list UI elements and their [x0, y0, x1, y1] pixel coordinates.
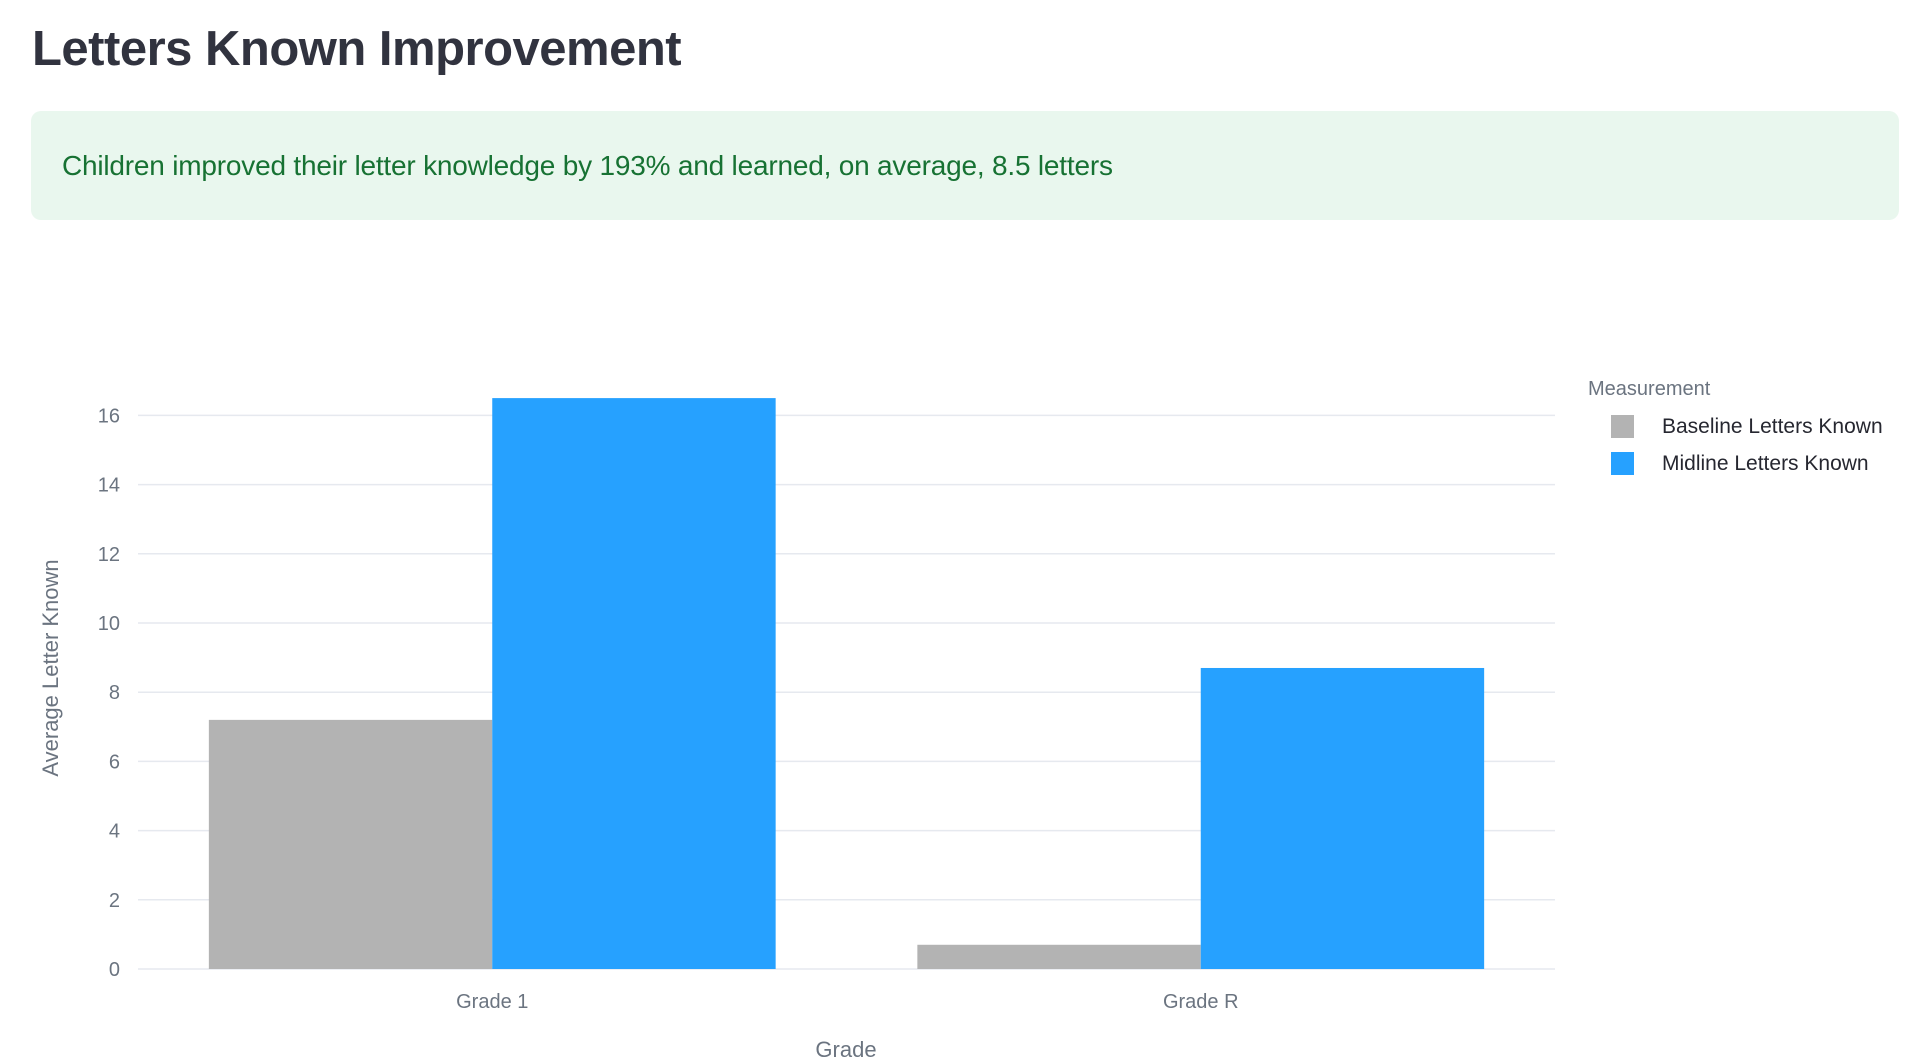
chart-legend: Measurement Baseline Letters Known Midli…: [1588, 376, 1883, 482]
legend-item-midline[interactable]: Midline Letters Known: [1611, 445, 1883, 482]
bar-baseline-letters-known-grade-1[interactable]: [208, 719, 493, 969]
success-alert: Children improved their letter knowledge…: [31, 111, 1899, 220]
x-tick-label: Grade R: [1163, 991, 1239, 1013]
legend-item-baseline[interactable]: Baseline Letters Known: [1611, 408, 1883, 445]
success-message: Children improved their letter knowledge…: [62, 149, 1113, 181]
legend-swatch-midline: [1611, 452, 1634, 475]
y-tick-label: 6: [109, 751, 120, 773]
bar-midline-letters-known-grade-r[interactable]: [1200, 667, 1485, 969]
y-tick-label: 14: [98, 475, 120, 497]
y-axis-ticks: 0 2 4 6 8 10 12 14 16: [98, 405, 120, 981]
legend-label-baseline: Baseline Letters Known: [1662, 414, 1883, 438]
y-tick-label: 4: [109, 821, 120, 843]
x-axis-title: Grade: [815, 1037, 876, 1062]
y-tick-label: 8: [109, 682, 120, 704]
y-tick-label: 10: [98, 613, 120, 635]
page-title: Letters Known Improvement: [32, 22, 682, 76]
y-tick-label: 16: [98, 405, 120, 427]
y-tick-label: 12: [98, 544, 120, 566]
bar-baseline-letters-known-grade-r[interactable]: [917, 944, 1201, 969]
x-axis-ticks: Grade 1 Grade R: [456, 991, 1238, 1013]
legend-title: Measurement: [1588, 378, 1711, 400]
legend-swatch-baseline: [1611, 415, 1634, 438]
y-tick-label: 0: [109, 959, 120, 981]
y-axis-title: Average Letter Known: [38, 559, 63, 776]
y-tick-label: 2: [109, 890, 120, 912]
legend-label-midline: Midline Letters Known: [1662, 451, 1869, 475]
bars: [208, 398, 1485, 970]
x-tick-label: Grade 1: [456, 991, 528, 1013]
bar-midline-letters-known-grade-1[interactable]: [492, 398, 776, 970]
